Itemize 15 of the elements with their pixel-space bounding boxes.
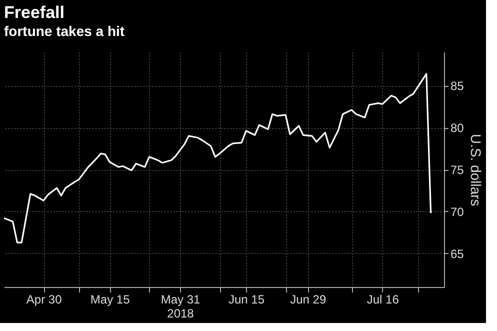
x-tick-label: Apr 30 — [26, 292, 62, 306]
x-tick-label: May 31 2018 — [160, 292, 200, 320]
line-series — [4, 73, 432, 244]
chart-subtitle: fortune takes a hit — [4, 23, 125, 39]
x-tick-label: May 15 — [90, 292, 130, 306]
chart-title: Freefall — [4, 3, 64, 22]
y-tick-label: 85 — [450, 79, 464, 94]
x-tick-label: Jun 15 — [228, 292, 265, 306]
y-tick-label: 75 — [450, 163, 464, 177]
y-axis-title: U.S. dollars — [468, 134, 484, 206]
x-tick-label: Jul 16 — [366, 292, 400, 306]
y-tick-label: 80 — [450, 121, 464, 136]
y-tick-label: 70 — [450, 204, 464, 219]
y-tick-label: 65 — [450, 246, 464, 261]
x-tick-label: Jun 29 — [290, 292, 326, 306]
